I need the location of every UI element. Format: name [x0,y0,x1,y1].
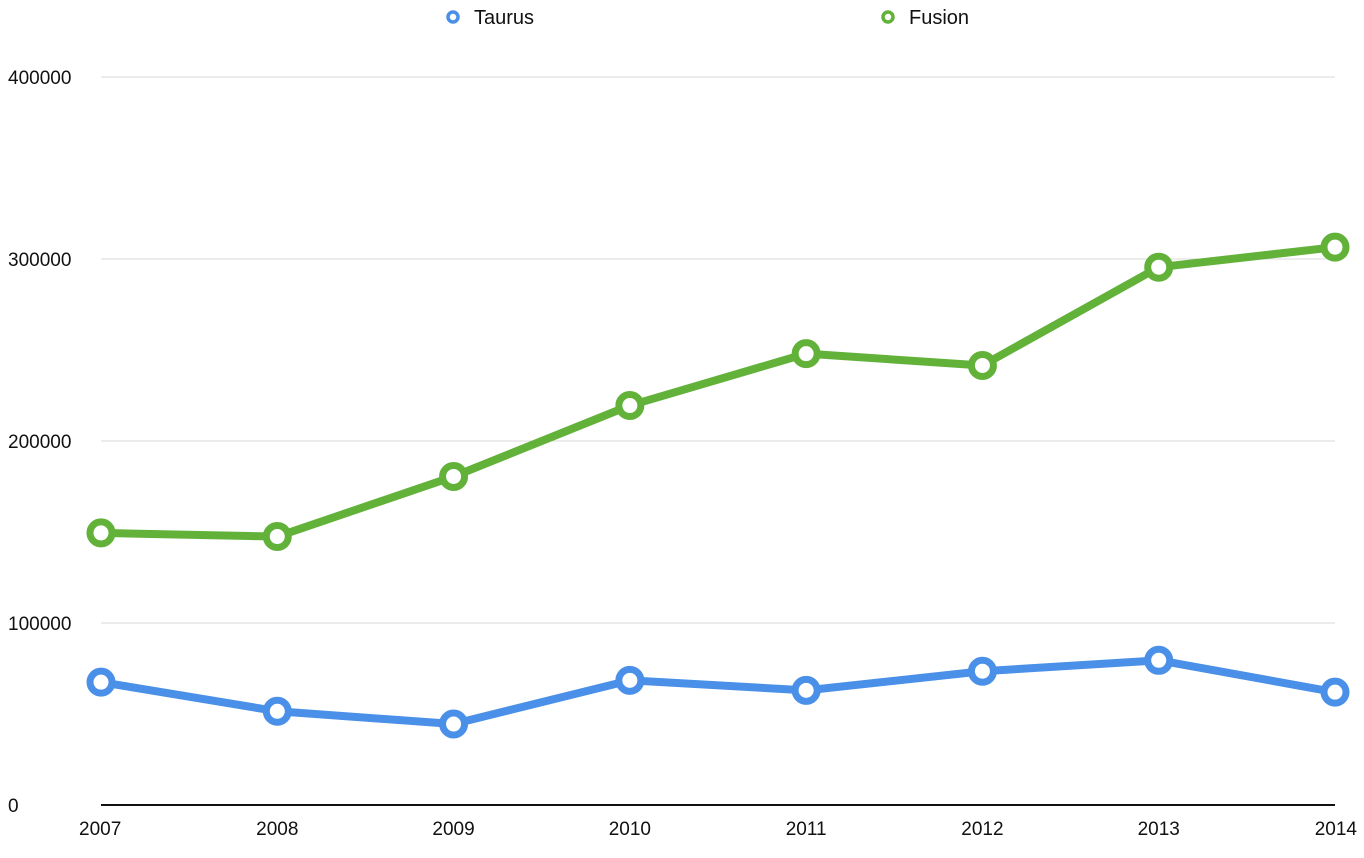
y-tick-label: 0 [8,796,19,817]
legend-item-taurus: Taurus [446,7,534,29]
data-point [1320,677,1350,707]
data-point [615,665,645,695]
x-tick-label: 2012 [961,819,1003,840]
y-axis: 0 100000 200000 300000 400000 [8,68,71,817]
data-point [967,656,997,686]
x-tick-label: 2009 [432,819,474,840]
x-tick-label: 2011 [786,819,827,840]
x-tick-label: 2007 [79,819,121,840]
x-tick-label: 2013 [1138,819,1180,840]
legend-item-fusion: Fusion [881,7,969,29]
legend-marker [881,10,895,24]
data-point [1320,232,1350,262]
data-point [262,522,292,552]
legend-marker [446,10,460,24]
data-point [791,339,821,369]
y-tick-label: 300000 [8,250,71,271]
grid-lines [101,76,1335,624]
series-layer [86,232,1350,739]
series-taurus [86,645,1350,739]
data-point [1144,645,1174,675]
legend-label: Fusion [909,7,969,29]
data-point [967,350,997,380]
x-tick-label: 2008 [256,819,298,840]
data-point [791,675,821,705]
y-tick-label: 400000 [8,68,71,89]
series-fusion [86,232,1350,552]
legend: Taurus Fusion [446,7,969,29]
data-point [262,696,292,726]
series-line [97,656,1339,729]
y-tick-label: 100000 [8,614,71,635]
x-axis: 2007 2008 2009 2010 2011 2012 2013 2014 [79,804,1358,840]
data-point [439,461,469,491]
data-point [86,667,116,697]
data-point [615,391,645,421]
x-tick-label: 2014 [1315,819,1358,840]
y-tick-label: 200000 [8,432,71,453]
data-point [86,518,116,548]
data-point [1144,252,1174,282]
legend-label: Taurus [474,7,534,29]
data-point [439,709,469,739]
x-tick-label: 2010 [609,819,651,840]
series-line [97,243,1339,541]
